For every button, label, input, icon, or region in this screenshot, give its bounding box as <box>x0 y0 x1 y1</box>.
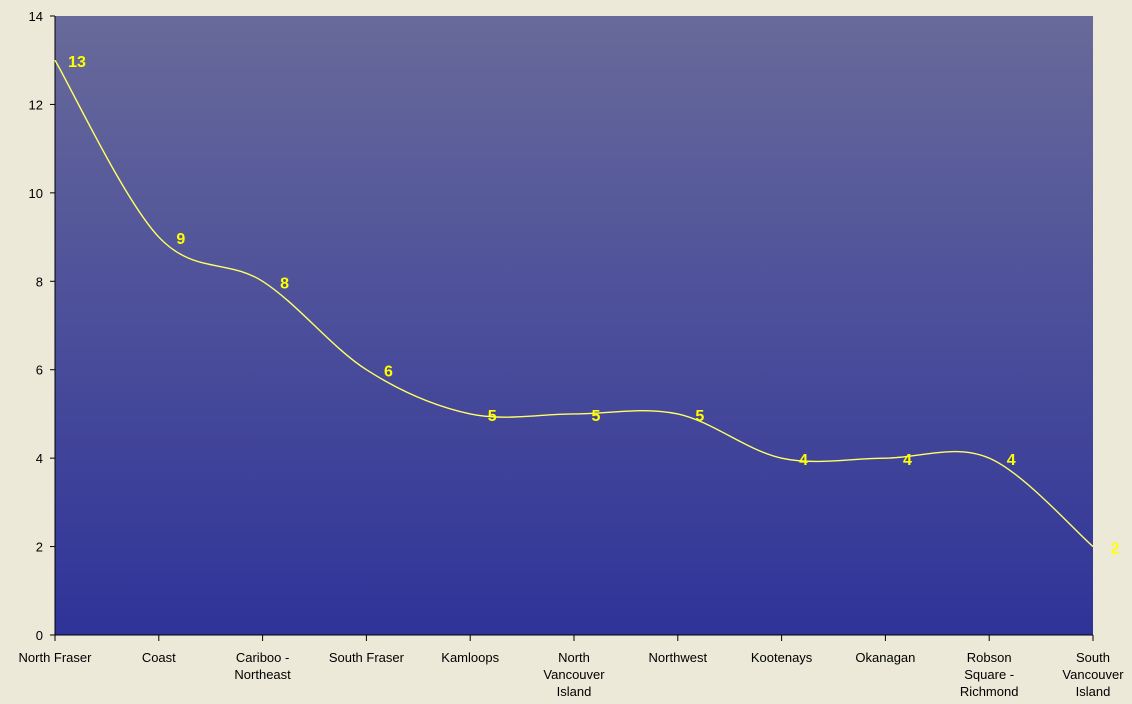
data-labels: 13 9 8 6 5 5 5 4 4 4 2 <box>68 54 1119 557</box>
plot-area <box>55 16 1093 635</box>
x-axis: North Fraser Coast Cariboo -Northeast South… <box>19 634 1124 699</box>
data-label: 4 <box>903 452 912 469</box>
y-tick-label: 10 <box>29 186 43 201</box>
data-label: 2 <box>1111 541 1120 558</box>
data-label: 8 <box>280 275 289 292</box>
y-tick-label: 12 <box>29 97 43 112</box>
x-tick-label: Cariboo -Northeast <box>234 650 291 682</box>
y-tick-label: 14 <box>29 9 43 24</box>
data-label: 6 <box>384 364 393 381</box>
x-tick-label: Kootenays <box>751 650 813 665</box>
x-tick-label: Coast <box>142 650 176 665</box>
data-label: 5 <box>488 408 497 425</box>
x-tick-label: South Vancouver Island <box>1062 650 1124 699</box>
data-label: 5 <box>695 408 704 425</box>
x-tick-label: Okanagan <box>855 650 915 665</box>
x-tick-label: Northwest <box>649 650 708 665</box>
y-tick-label: 8 <box>36 274 43 289</box>
y-tick-label: 4 <box>36 451 43 466</box>
y-axis: 0 2 4 6 8 10 12 14 <box>29 9 56 643</box>
y-tick-label: 2 <box>36 540 43 555</box>
y-tick-label: 6 <box>36 363 43 378</box>
x-tick-label: Kamloops <box>441 650 499 665</box>
y-tick-label: 0 <box>36 628 43 643</box>
data-label: 4 <box>799 452 808 469</box>
x-tick-label: North Vancouver Island <box>543 650 605 699</box>
x-tick-label: South Fraser <box>329 650 405 665</box>
x-tick-label: North Fraser <box>19 650 93 665</box>
x-tick-label: Robson Square -Richmond <box>960 650 1019 699</box>
series-line <box>54 59 1094 548</box>
data-label: 5 <box>592 408 601 425</box>
data-label: 9 <box>176 231 185 248</box>
data-label: 4 <box>1007 452 1016 469</box>
data-label: 13 <box>68 54 86 71</box>
